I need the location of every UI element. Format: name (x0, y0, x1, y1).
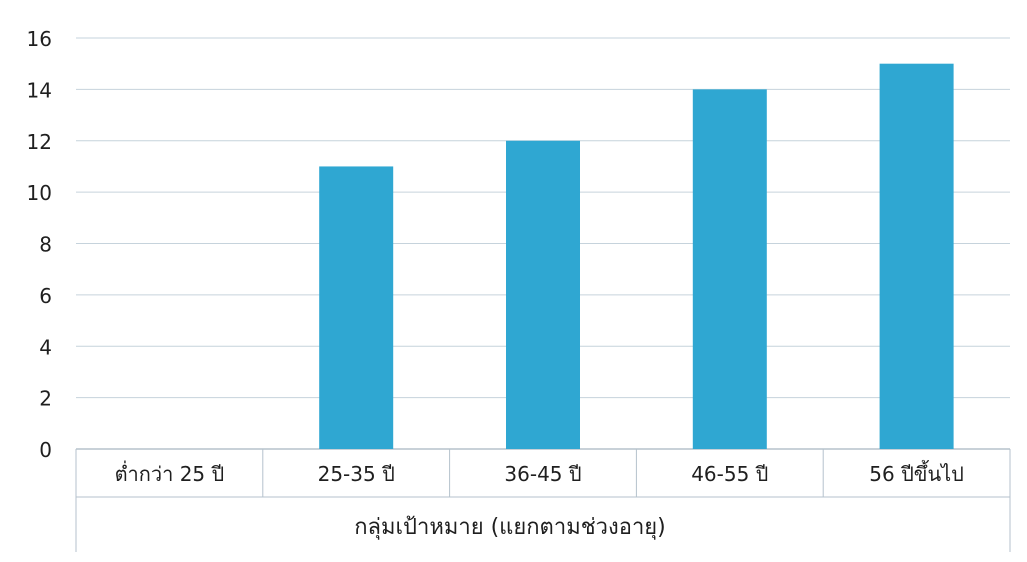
x-tick-label: ต่ำกว่า 25 ปี (115, 460, 225, 486)
y-tick-label: 14 (27, 78, 52, 102)
bar-4 (692, 89, 767, 449)
y-tick-label: 0 (39, 438, 52, 462)
y-axis-tick-labels: 0 2 4 6 8 10 12 14 16 (27, 27, 52, 462)
y-tick-label: 16 (27, 27, 52, 51)
x-tick-label: 36-45 ปี (504, 462, 581, 486)
axis-lines (75, 449, 1011, 552)
x-tick-label: 56 ปีขึ้นไป (869, 460, 964, 486)
y-tick-label: 4 (39, 335, 52, 359)
bars (319, 63, 954, 449)
y-tick-label: 6 (39, 284, 52, 308)
y-tick-label: 8 (39, 233, 52, 257)
x-axis-title: กลุ่มเป้าหมาย (แยกตามช่วงอายุ) (354, 515, 666, 540)
bar-2 (319, 166, 394, 449)
bar-5 (879, 63, 954, 449)
x-tick-label: 25-35 ปี (318, 462, 395, 486)
y-tick-label: 12 (27, 130, 52, 154)
y-tick-label: 2 (39, 387, 52, 411)
x-axis-tick-labels: ต่ำกว่า 25 ปี 25-35 ปี 36-45 ปี 46-55 ปี 56 … (115, 460, 964, 486)
x-tick-label: 46-55 ปี (691, 462, 768, 486)
y-tick-label: 10 (27, 181, 52, 205)
bar-3 (506, 140, 580, 449)
